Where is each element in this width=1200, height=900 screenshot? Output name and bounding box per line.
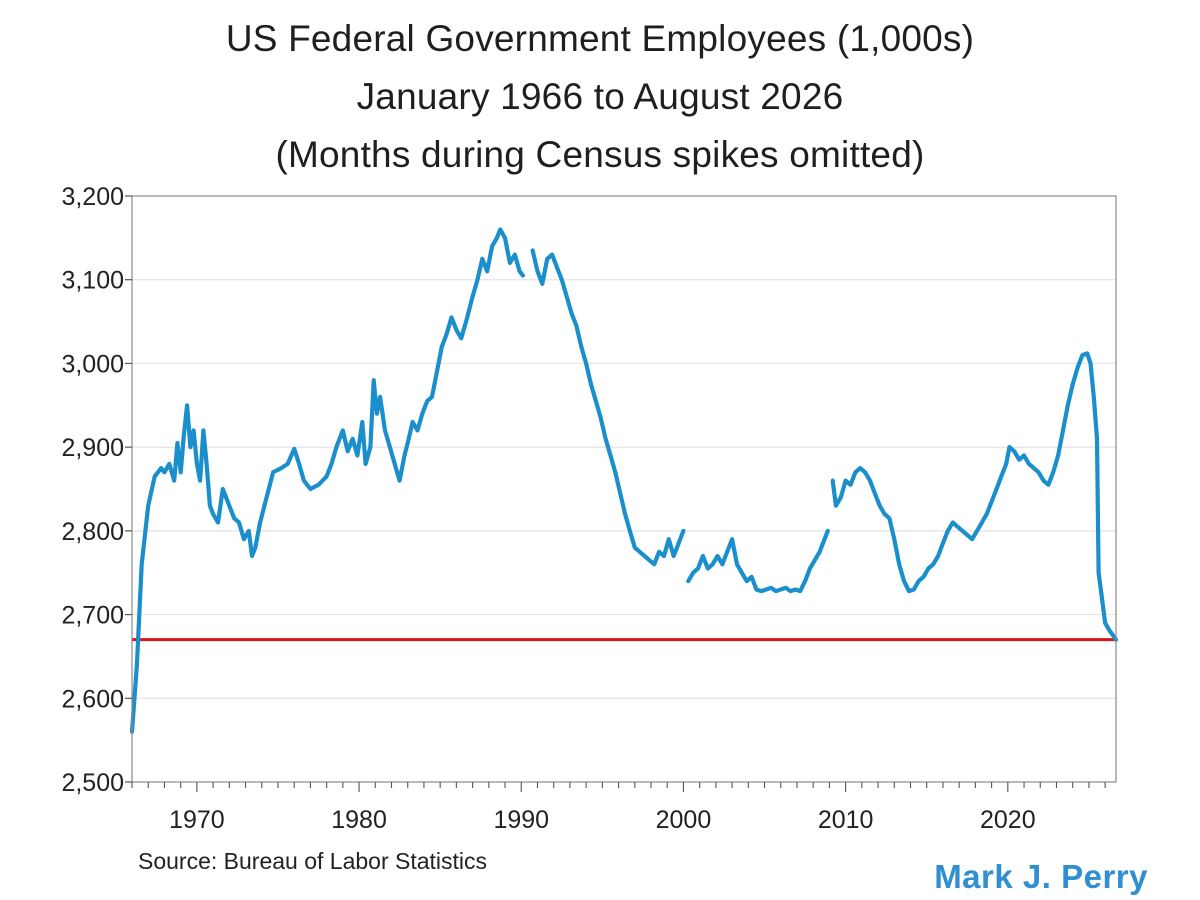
series-line-segment <box>530 248 686 567</box>
series-line-segment <box>129 227 525 734</box>
series-line-segment <box>830 351 1119 642</box>
source-note: Source: Bureau of Labor Statistics <box>138 848 488 874</box>
chart-title-block: US Federal Government Employees (1,000s)… <box>0 10 1200 184</box>
y-tick-label: 3,000 <box>61 350 124 378</box>
series-lines <box>129 227 1119 734</box>
axes <box>131 195 1117 783</box>
y-tick-label: 2,500 <box>61 769 124 797</box>
chart-subtitle: January 1966 to August 2026 <box>356 76 844 117</box>
y-tick-label: 2,900 <box>61 434 124 462</box>
author-credit: Mark J. Perry <box>934 858 1148 895</box>
x-tick-label: 2020 <box>980 806 1036 834</box>
y-axis-ticks: 2,500 2,600 2,700 2,800 2,900 3,000 3,100 3,200 <box>61 183 132 797</box>
x-tick-label: 1980 <box>331 806 387 834</box>
y-tick-label: 2,700 <box>61 602 124 630</box>
y-tick-label: 2,800 <box>61 518 124 546</box>
y-tick-label: 3,100 <box>61 267 124 295</box>
chart-subtitle-note: (Months during Census spikes omitted) <box>275 134 925 175</box>
x-tick-label: 2000 <box>656 806 712 834</box>
grid-lines <box>132 279 1116 699</box>
series-line-segment <box>686 528 830 594</box>
chart-title: US Federal Government Employees (1,000s) <box>225 18 975 59</box>
y-tick-label: 2,600 <box>61 685 124 713</box>
x-tick-label: 1970 <box>169 806 225 834</box>
x-axis-ticks: 1970 1980 1990 2000 2010 2020 <box>131 782 1106 834</box>
plot-frame <box>131 195 1117 783</box>
x-tick-label: 1990 <box>493 806 549 834</box>
x-tick-label: 2010 <box>818 806 874 834</box>
y-tick-label: 3,200 <box>61 183 124 211</box>
